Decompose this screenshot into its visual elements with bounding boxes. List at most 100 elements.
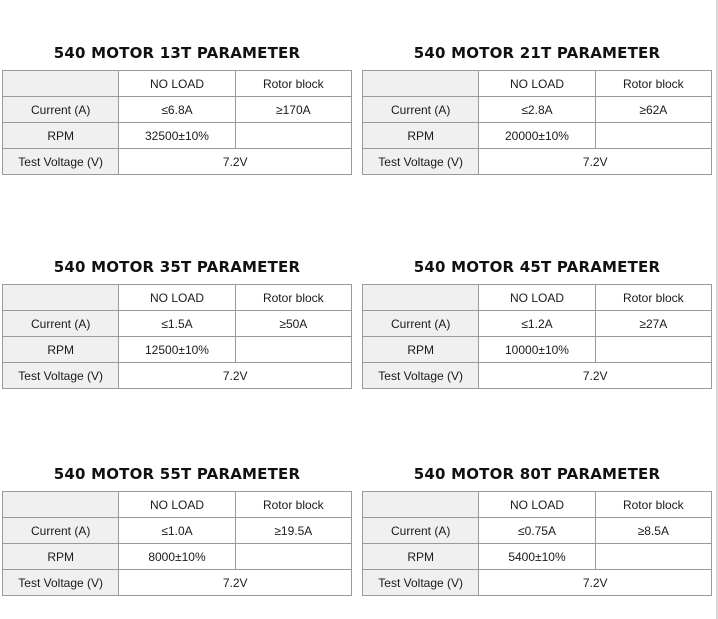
- row-label-current: Current (A): [361, 96, 480, 123]
- header-blank-cell: [361, 491, 480, 518]
- current-rotor-block-value: ≥62A: [594, 96, 713, 123]
- voltage-value: 7.2V: [118, 148, 352, 175]
- row-label-voltage: Test Voltage (V): [1, 148, 120, 175]
- parameter-table: NO LOAD Rotor block Current (A) ≤1.0A ≥1…: [1, 491, 353, 596]
- table-row-rpm: RPM 5400±10%: [361, 543, 713, 570]
- rpm-value: 20000±10%: [478, 122, 596, 149]
- table-header-row: NO LOAD Rotor block: [1, 491, 353, 518]
- header-no-load: NO LOAD: [118, 491, 236, 518]
- current-no-load-value: ≤0.75A: [478, 517, 596, 544]
- parameter-table: NO LOAD Rotor block Current (A) ≤1.5A ≥5…: [1, 284, 353, 389]
- voltage-value: 7.2V: [478, 148, 712, 175]
- header-rotor-block: Rotor block: [234, 284, 353, 311]
- panel-80t: 540 MOTOR 80T PARAMETER NO LOAD Rotor bl…: [361, 463, 713, 596]
- table-header-row: NO LOAD Rotor block: [361, 70, 713, 97]
- table-row-current: Current (A) ≤1.2A ≥27A: [361, 310, 713, 337]
- rpm-value: 10000±10%: [478, 336, 596, 363]
- header-no-load: NO LOAD: [478, 284, 596, 311]
- row-label-voltage: Test Voltage (V): [361, 569, 480, 596]
- header-rotor-block: Rotor block: [594, 284, 713, 311]
- parameter-table: NO LOAD Rotor block Current (A) ≤6.8A ≥1…: [1, 70, 353, 175]
- header-rotor-block: Rotor block: [594, 491, 713, 518]
- panel-13t: 540 MOTOR 13T PARAMETER NO LOAD Rotor bl…: [1, 42, 353, 175]
- row-label-voltage: Test Voltage (V): [361, 148, 480, 175]
- row-label-current: Current (A): [1, 517, 120, 544]
- table-row-rpm: RPM 8000±10%: [1, 543, 353, 570]
- rpm-rotor-empty: [594, 122, 713, 149]
- current-rotor-block-value: ≥27A: [594, 310, 713, 337]
- table-row-rpm: RPM 10000±10%: [361, 336, 713, 363]
- table-row-voltage: Test Voltage (V) 7.2V: [1, 569, 352, 596]
- header-blank-cell: [1, 491, 120, 518]
- rpm-rotor-empty: [234, 336, 353, 363]
- current-rotor-block-value: ≥50A: [234, 310, 353, 337]
- row-label-rpm: RPM: [1, 336, 120, 363]
- table-row-voltage: Test Voltage (V) 7.2V: [1, 148, 352, 175]
- rpm-value: 12500±10%: [118, 336, 236, 363]
- header-rotor-block: Rotor block: [594, 70, 713, 97]
- table-header-row: NO LOAD Rotor block: [361, 284, 713, 311]
- table-row-rpm: RPM 12500±10%: [1, 336, 353, 363]
- panel-55t: 540 MOTOR 55T PARAMETER NO LOAD Rotor bl…: [1, 463, 353, 596]
- table-row-voltage: Test Voltage (V) 7.2V: [1, 362, 352, 389]
- panel-35t: 540 MOTOR 35T PARAMETER NO LOAD Rotor bl…: [1, 256, 353, 389]
- table-row-current: Current (A) ≤2.8A ≥62A: [361, 96, 713, 123]
- row-label-rpm: RPM: [1, 122, 120, 149]
- row-label-voltage: Test Voltage (V): [1, 362, 120, 389]
- voltage-value: 7.2V: [118, 362, 352, 389]
- parameter-table: NO LOAD Rotor block Current (A) ≤2.8A ≥6…: [361, 70, 713, 175]
- table-row-rpm: RPM 32500±10%: [1, 122, 353, 149]
- row-label-current: Current (A): [1, 310, 120, 337]
- rpm-rotor-empty: [594, 336, 713, 363]
- current-rotor-block-value: ≥8.5A: [594, 517, 713, 544]
- table-row-voltage: Test Voltage (V) 7.2V: [361, 148, 712, 175]
- rpm-value: 5400±10%: [478, 543, 596, 570]
- header-rotor-block: Rotor block: [234, 491, 353, 518]
- current-rotor-block-value: ≥19.5A: [234, 517, 353, 544]
- header-blank-cell: [1, 70, 120, 97]
- panel-title: 540 MOTOR 13T PARAMETER: [53, 44, 301, 62]
- table-header-row: NO LOAD Rotor block: [361, 491, 713, 518]
- header-blank-cell: [1, 284, 120, 311]
- panel-title: 540 MOTOR 21T PARAMETER: [413, 44, 661, 62]
- table-row-current: Current (A) ≤0.75A ≥8.5A: [361, 517, 713, 544]
- rpm-rotor-empty: [594, 543, 713, 570]
- table-row-rpm: RPM 20000±10%: [361, 122, 713, 149]
- row-label-rpm: RPM: [361, 543, 480, 570]
- table-row-current: Current (A) ≤1.5A ≥50A: [1, 310, 353, 337]
- current-rotor-block-value: ≥170A: [234, 96, 353, 123]
- panel-21t: 540 MOTOR 21T PARAMETER NO LOAD Rotor bl…: [361, 42, 713, 175]
- voltage-value: 7.2V: [478, 362, 712, 389]
- row-label-current: Current (A): [361, 310, 480, 337]
- current-no-load-value: ≤2.8A: [478, 96, 596, 123]
- current-no-load-value: ≤1.2A: [478, 310, 596, 337]
- header-blank-cell: [361, 70, 480, 97]
- header-rotor-block: Rotor block: [234, 70, 353, 97]
- row-label-rpm: RPM: [361, 336, 480, 363]
- current-no-load-value: ≤1.0A: [118, 517, 236, 544]
- header-blank-cell: [361, 284, 480, 311]
- panel-title: 540 MOTOR 55T PARAMETER: [53, 465, 301, 483]
- table-row-voltage: Test Voltage (V) 7.2V: [361, 569, 712, 596]
- panel-title: 540 MOTOR 35T PARAMETER: [53, 258, 301, 276]
- page-edge-divider: [716, 0, 718, 619]
- rpm-value: 32500±10%: [118, 122, 236, 149]
- table-header-row: NO LOAD Rotor block: [1, 70, 353, 97]
- header-no-load: NO LOAD: [118, 284, 236, 311]
- rpm-value: 8000±10%: [118, 543, 236, 570]
- rpm-rotor-empty: [234, 543, 353, 570]
- panel-45t: 540 MOTOR 45T PARAMETER NO LOAD Rotor bl…: [361, 256, 713, 389]
- table-row-current: Current (A) ≤6.8A ≥170A: [1, 96, 353, 123]
- parameter-table: NO LOAD Rotor block Current (A) ≤1.2A ≥2…: [361, 284, 713, 389]
- header-no-load: NO LOAD: [478, 491, 596, 518]
- parameter-table: NO LOAD Rotor block Current (A) ≤0.75A ≥…: [361, 491, 713, 596]
- current-no-load-value: ≤1.5A: [118, 310, 236, 337]
- voltage-value: 7.2V: [478, 569, 712, 596]
- panel-title: 540 MOTOR 80T PARAMETER: [413, 465, 661, 483]
- current-no-load-value: ≤6.8A: [118, 96, 236, 123]
- row-label-current: Current (A): [361, 517, 480, 544]
- header-no-load: NO LOAD: [478, 70, 596, 97]
- header-no-load: NO LOAD: [118, 70, 236, 97]
- voltage-value: 7.2V: [118, 569, 352, 596]
- row-label-current: Current (A): [1, 96, 120, 123]
